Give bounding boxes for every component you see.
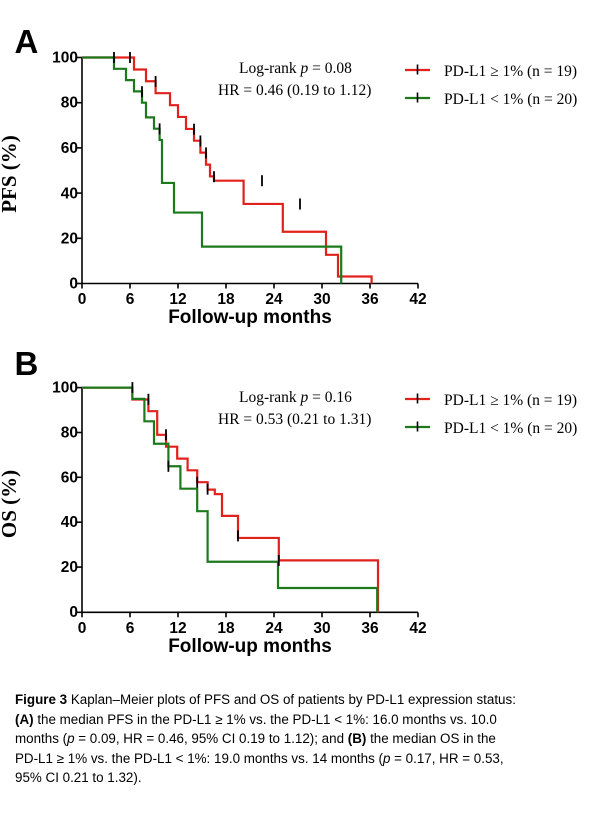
svg-text:Log-rank p = 0.16: Log-rank p = 0.16: [239, 389, 352, 406]
svg-text:40: 40: [61, 185, 78, 202]
svg-text:36: 36: [361, 291, 379, 308]
svg-text:PD-L1 ≥ 1% (n = 19): PD-L1 ≥ 1% (n = 19): [444, 392, 577, 409]
svg-text:A: A: [15, 23, 39, 60]
svg-text:6: 6: [126, 620, 135, 637]
svg-text:80: 80: [61, 95, 78, 112]
svg-text:42: 42: [409, 291, 426, 308]
svg-text:40: 40: [61, 514, 78, 531]
svg-text:100: 100: [52, 380, 78, 397]
svg-text:0: 0: [69, 276, 78, 293]
svg-text:6: 6: [126, 291, 135, 308]
svg-text:Follow-up months: Follow-up months: [168, 307, 332, 328]
svg-text:24: 24: [265, 620, 283, 637]
svg-text:OS (%): OS (%): [0, 470, 21, 538]
svg-text:HR = 0.46 (0.19 to 1.12): HR = 0.46 (0.19 to 1.12): [218, 82, 371, 99]
svg-text:18: 18: [217, 291, 235, 308]
svg-text:Log-rank p = 0.08: Log-rank p = 0.08: [239, 60, 352, 77]
svg-text:PFS (%): PFS (%): [0, 135, 21, 213]
svg-text:PD-L1 ≥ 1% (n = 19): PD-L1 ≥ 1% (n = 19): [444, 63, 577, 80]
svg-text:B: B: [15, 345, 39, 382]
svg-text:24: 24: [265, 291, 283, 308]
svg-text:80: 80: [61, 425, 78, 442]
svg-text:PD-L1 < 1% (n = 20): PD-L1 < 1% (n = 20): [444, 420, 577, 437]
svg-text:20: 20: [61, 231, 78, 248]
svg-text:42: 42: [409, 620, 426, 637]
svg-text:PD-L1 < 1% (n = 20): PD-L1 < 1% (n = 20): [444, 91, 577, 108]
svg-text:30: 30: [313, 291, 330, 308]
svg-text:60: 60: [61, 469, 78, 486]
svg-text:0: 0: [78, 620, 87, 637]
svg-text:100: 100: [52, 50, 78, 67]
svg-text:0: 0: [69, 604, 78, 621]
svg-text:36: 36: [361, 620, 379, 637]
svg-text:0: 0: [78, 291, 87, 308]
svg-text:60: 60: [61, 140, 78, 157]
svg-text:12: 12: [169, 620, 186, 637]
svg-text:18: 18: [217, 620, 235, 637]
svg-text:12: 12: [169, 291, 186, 308]
svg-text:HR = 0.53 (0.21 to 1.31): HR = 0.53 (0.21 to 1.31): [218, 411, 371, 428]
svg-text:Follow-up months: Follow-up months: [168, 636, 332, 657]
svg-text:30: 30: [313, 620, 330, 637]
svg-text:20: 20: [61, 559, 78, 576]
